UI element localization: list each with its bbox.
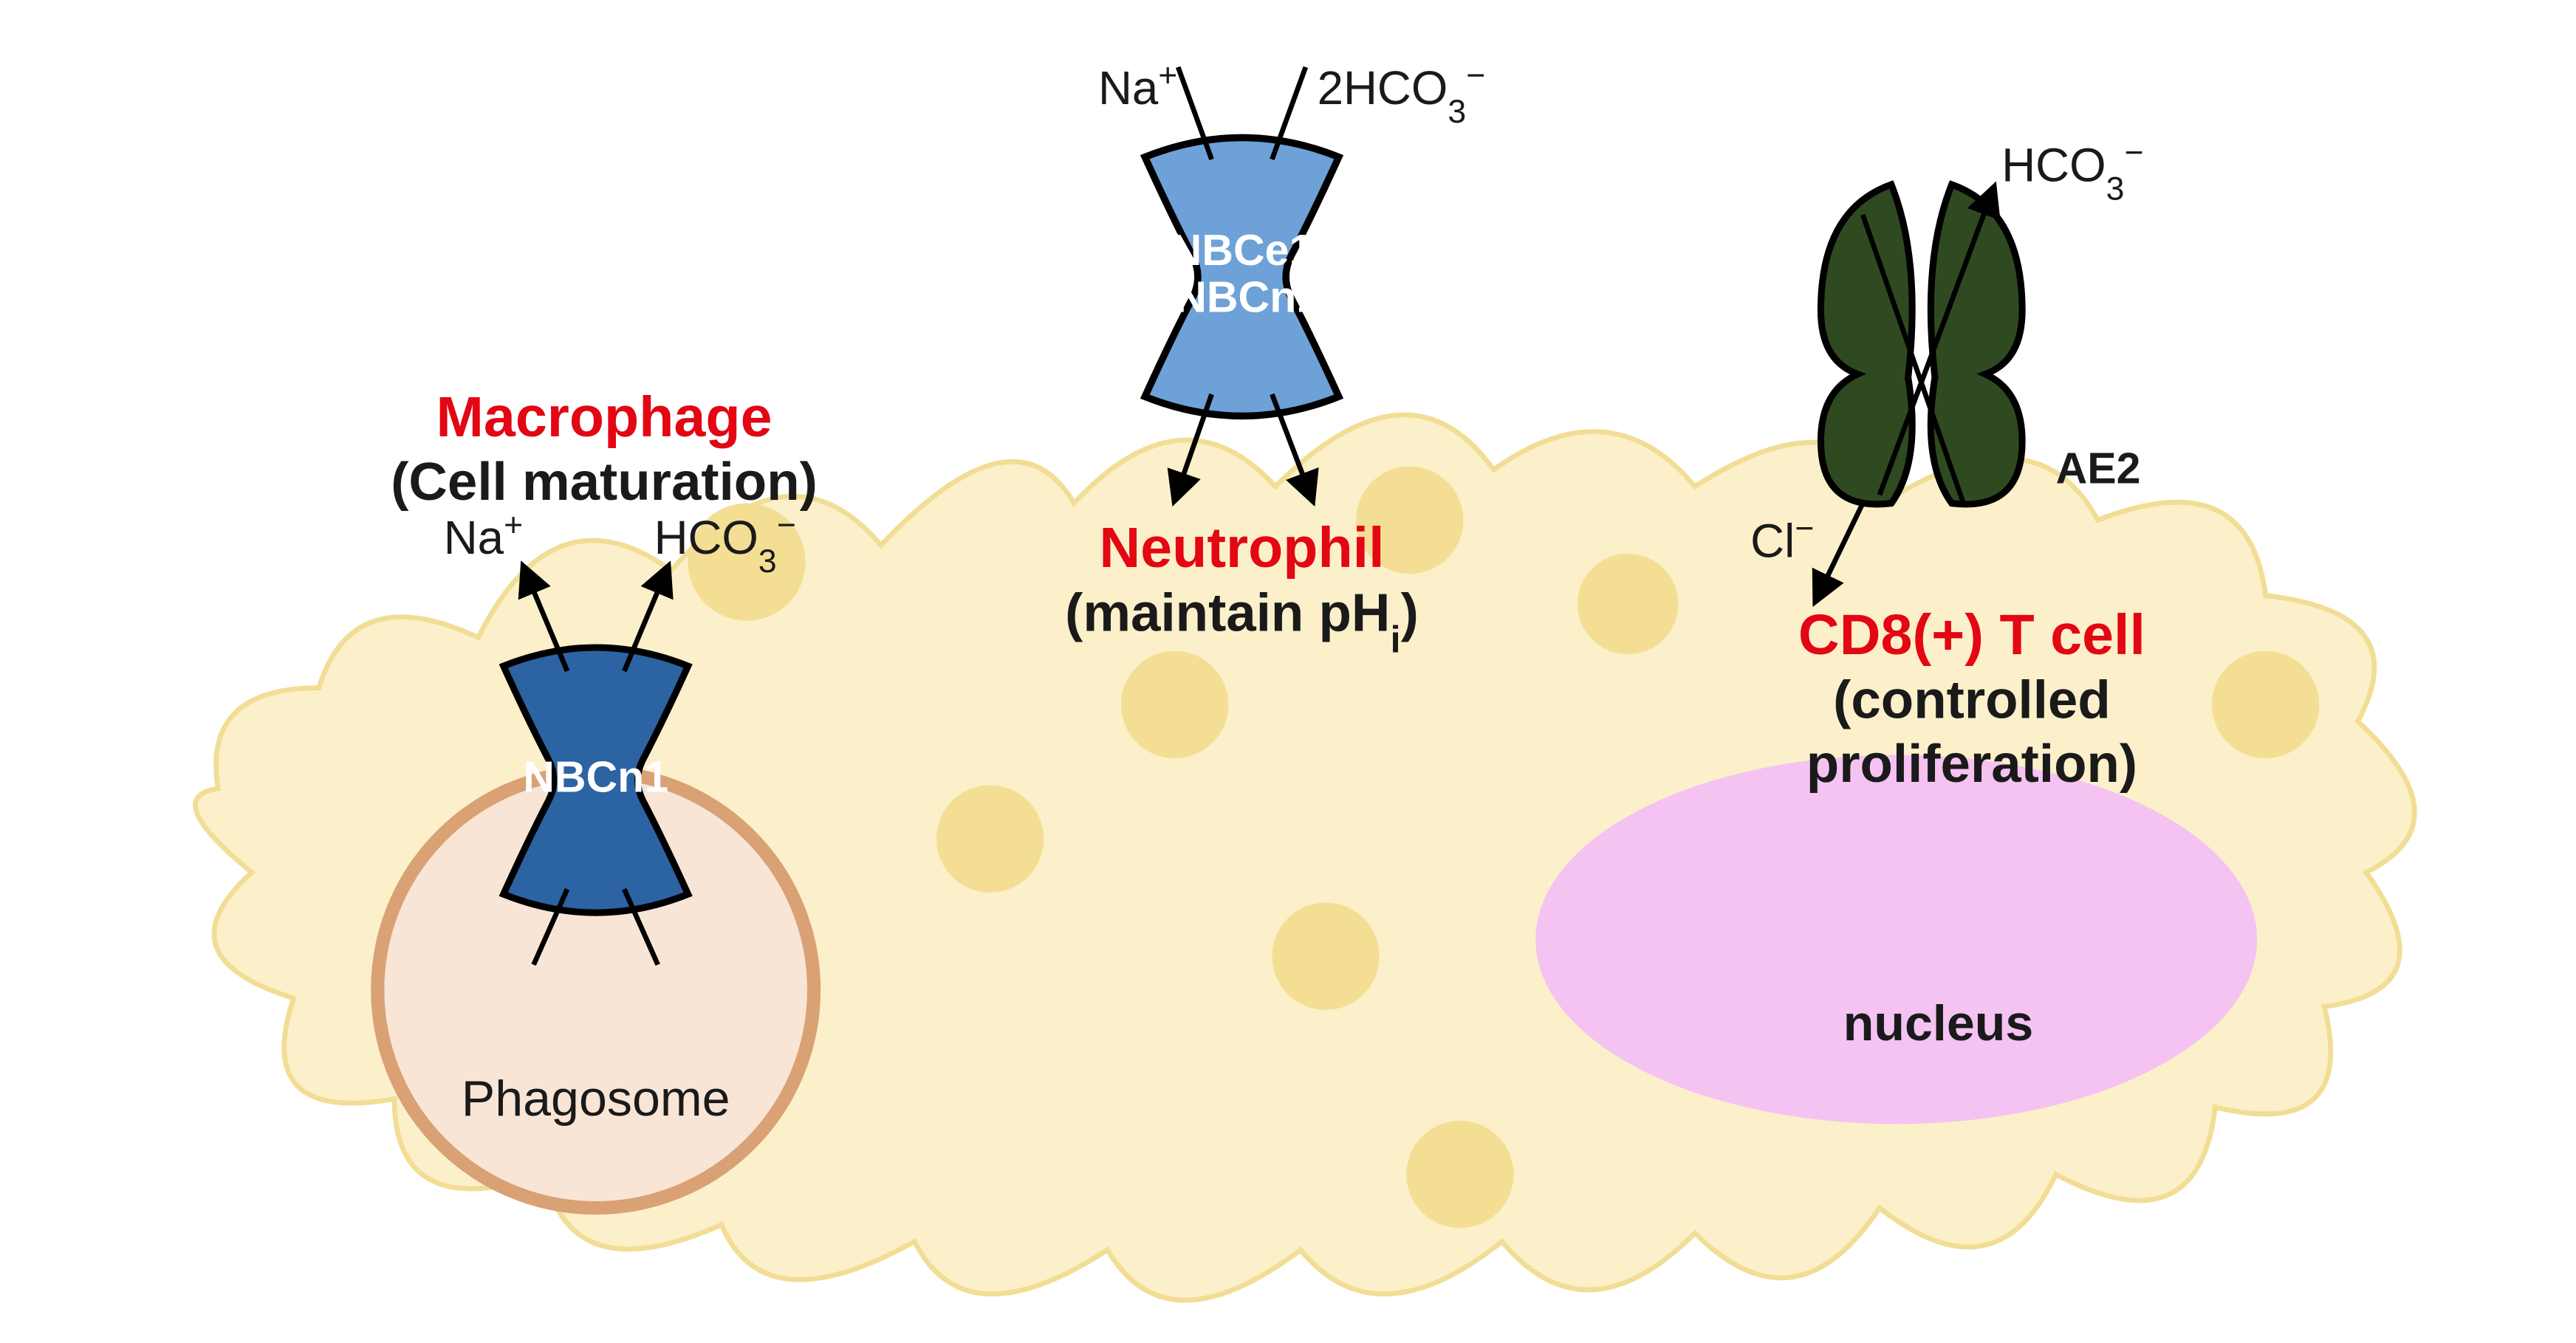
phagosome-label: Phagosome [462,1071,730,1127]
cd8-sub2: proliferation) [1806,734,2137,794]
diagram-root: Macrophage(Cell maturation)Neutrophil(ma… [0,0,2576,1342]
neutrophil-title: Neutrophil [1099,516,1384,580]
nucleus [1535,755,2257,1124]
vesicle [1578,554,1678,654]
vesicle [2212,651,2319,758]
nbcn1-label: NBCn1 [523,753,668,802]
vesicle [1272,902,1379,1009]
vesicle [936,785,1044,892]
ion-nbce1-na: Na+ [1098,57,1177,114]
transporter-ae2 [1820,185,2022,504]
nbce1-label-2: /NBCn1 [1163,273,1320,322]
vesicle [1406,1121,1513,1228]
vesicle [1121,651,1228,758]
nucleus-label: nucleus [1843,995,2034,1051]
ion-ae2-hco3: HCO3− [2001,134,2143,207]
macrophage-title: Macrophage [436,385,773,449]
cd8-sub1: (controlled [1833,670,2111,730]
macrophage-sub: (Cell maturation) [391,452,818,512]
cd8-title: CD8(+) T cell [1798,603,2145,667]
ae2-label: AE2 [2056,444,2141,492]
ion-nbcn1-na: Na+ [444,506,523,564]
nbce1-label-1: NBCe1 [1171,226,1314,275]
ion-nbce1-hco3: 2HCO3− [1318,57,1485,129]
